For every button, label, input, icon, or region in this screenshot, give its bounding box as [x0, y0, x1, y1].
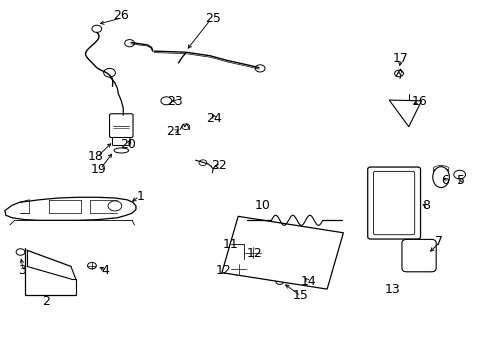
Circle shape [453, 170, 465, 179]
Text: 26: 26 [113, 9, 129, 22]
FancyBboxPatch shape [373, 171, 414, 235]
FancyBboxPatch shape [109, 114, 133, 138]
Text: 7: 7 [434, 235, 442, 248]
Ellipse shape [432, 177, 448, 183]
Circle shape [124, 40, 134, 47]
Text: 13: 13 [384, 283, 399, 296]
Text: 24: 24 [206, 112, 222, 125]
Circle shape [230, 264, 246, 275]
Text: 19: 19 [91, 163, 106, 176]
Circle shape [16, 249, 25, 255]
Circle shape [108, 201, 122, 211]
Text: 18: 18 [87, 150, 103, 163]
Circle shape [199, 160, 206, 166]
Text: 9: 9 [402, 210, 410, 222]
Circle shape [103, 68, 115, 77]
Text: 1: 1 [137, 190, 144, 203]
Circle shape [182, 124, 189, 130]
Text: 3: 3 [18, 264, 26, 277]
Text: 25: 25 [204, 12, 220, 25]
Text: 17: 17 [392, 52, 408, 65]
Polygon shape [388, 100, 421, 127]
Circle shape [245, 247, 261, 258]
Ellipse shape [432, 174, 448, 180]
Circle shape [92, 25, 102, 32]
Text: 14: 14 [300, 275, 315, 288]
Text: 5: 5 [456, 174, 464, 187]
Text: 15: 15 [292, 289, 308, 302]
Text: 8: 8 [422, 199, 429, 212]
Ellipse shape [432, 167, 448, 188]
Text: 21: 21 [165, 125, 181, 138]
FancyBboxPatch shape [367, 167, 420, 239]
Circle shape [275, 279, 283, 284]
Polygon shape [222, 216, 343, 289]
Circle shape [87, 262, 96, 269]
Ellipse shape [114, 148, 128, 153]
Text: 12: 12 [246, 247, 262, 260]
Text: 23: 23 [167, 95, 183, 108]
Text: 22: 22 [211, 159, 226, 172]
Ellipse shape [432, 168, 448, 174]
Text: 12: 12 [216, 264, 231, 277]
Circle shape [115, 116, 127, 125]
Text: 10: 10 [255, 199, 270, 212]
Text: 6: 6 [440, 174, 448, 187]
Circle shape [255, 65, 264, 72]
Ellipse shape [432, 171, 448, 177]
FancyBboxPatch shape [112, 138, 130, 145]
Text: 2: 2 [42, 295, 50, 308]
Circle shape [161, 97, 171, 105]
Circle shape [394, 70, 403, 77]
Polygon shape [5, 197, 136, 220]
FancyBboxPatch shape [401, 239, 435, 272]
Text: 11: 11 [223, 238, 238, 251]
Text: 20: 20 [120, 138, 136, 151]
Ellipse shape [432, 166, 448, 171]
Circle shape [296, 271, 304, 277]
Text: 4: 4 [101, 264, 109, 277]
Text: 16: 16 [411, 95, 427, 108]
